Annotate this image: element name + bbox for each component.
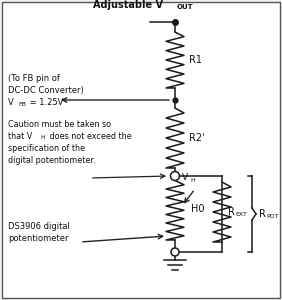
Text: R1: R1 [189,55,202,65]
Text: specification of the: specification of the [8,144,85,153]
Text: potentiometer: potentiometer [8,234,69,243]
Text: Adjustable V: Adjustable V [93,0,163,10]
Circle shape [171,248,179,256]
Text: DS3906 digital: DS3906 digital [8,222,70,231]
Text: (To FB pin of: (To FB pin of [8,74,60,83]
Text: = 1.25V: = 1.25V [27,98,63,107]
Text: digital potentiometer.: digital potentiometer. [8,156,96,165]
Circle shape [171,172,180,181]
Text: that V: that V [8,132,32,141]
Text: OUT: OUT [177,4,194,10]
Text: H0: H0 [191,204,204,214]
Text: H: H [190,178,195,182]
Text: DC-DC Converter): DC-DC Converter) [8,86,84,95]
Text: V: V [8,98,14,107]
Text: does not exceed the: does not exceed the [47,132,132,141]
Text: R2': R2' [189,133,205,143]
Text: Caution must be taken so: Caution must be taken so [8,120,111,129]
Text: EXT: EXT [235,212,247,217]
Text: POT: POT [266,214,279,220]
Text: V: V [182,172,188,182]
Text: FB: FB [18,102,26,107]
Text: R: R [228,207,235,217]
Text: R: R [259,209,266,219]
Text: H: H [40,135,45,140]
